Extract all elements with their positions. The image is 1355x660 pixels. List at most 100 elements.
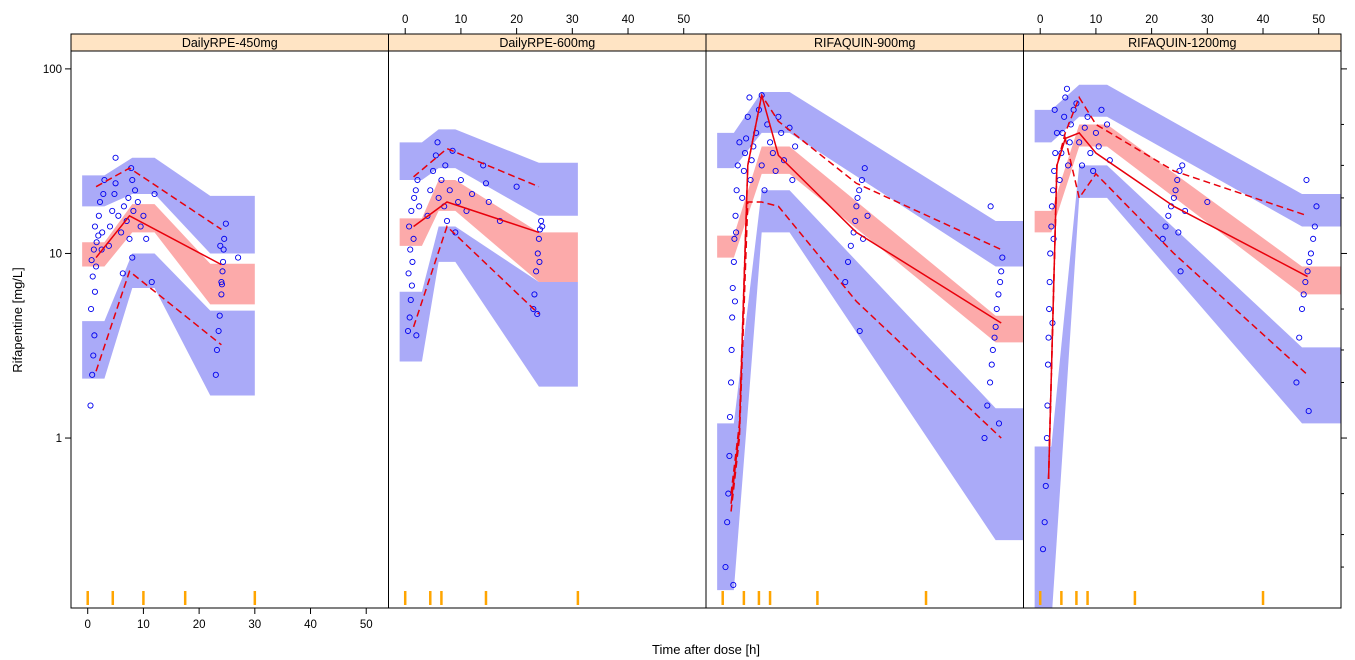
x-axis-label: Time after dose [h] [652,642,760,657]
observed-point [1298,305,1306,313]
observed-point [1043,434,1050,442]
observed-point [772,167,779,174]
observed-point [539,223,546,230]
observed-point [93,263,100,270]
observed-point [1087,149,1094,157]
observed-point [482,180,490,187]
observed-point [856,187,863,194]
observed-p5-line [412,225,540,328]
observed-point [852,217,859,225]
observed-point [90,246,97,253]
upper-percentile-band [717,91,1024,267]
observed-point [1179,162,1186,169]
observed-point [213,346,220,354]
observed-point [1044,361,1052,368]
observed-point [100,190,107,198]
observed-point [140,212,147,219]
observed-point [404,327,412,335]
observed-point [120,203,127,210]
observed-point [446,187,453,194]
observed-point [132,187,139,194]
panel-body [1034,84,1341,608]
upper-percentile-band [399,129,578,216]
observed-point [118,229,125,236]
observed-point [856,327,863,335]
observed-point [148,279,155,286]
observed-point [995,291,1002,298]
observed-point [789,176,796,184]
observed-point [534,310,541,318]
observed-point [1044,402,1051,409]
panels-layer: DailyRPE-450mg DailyRPE-600mg RIFAQUIN-900… [70,33,1342,609]
observed-point [407,246,414,253]
observed-point [1176,167,1183,174]
observed-point [1081,124,1088,131]
observed-point [95,212,102,219]
prediction-bands [399,129,578,387]
panel-rifaquin-1200mg: RIFAQUIN-1200mg [1023,33,1342,609]
observed-point [1313,203,1320,210]
observed-point [408,207,415,214]
upper-percentile-band [82,157,255,254]
x-tick-label: 10 [455,14,468,26]
observed-point [731,235,738,242]
observed-point [1090,167,1097,174]
observed-point [746,94,753,101]
observed-point [405,270,412,277]
y-tick-label: 100 [43,64,62,76]
observed-point [222,220,229,227]
observed-point [1051,106,1058,113]
panel-dailyrpe-600mg: DailyRPE-600mg [388,33,707,609]
observed-point [407,296,414,303]
observed-point [1162,223,1169,230]
strip-label: RIFAQUIN-1200mg [1128,36,1236,50]
observed-point [536,258,543,265]
median-band [1034,124,1341,295]
observed-p5-line [730,201,1002,512]
bin-ticks [86,591,257,605]
x-axis-bottom: 0 10 20 30 40 50 [85,608,373,631]
observed-point [1303,176,1310,184]
observed-point [89,273,96,280]
observed-point [449,147,456,154]
observed-point [220,258,227,265]
lower-percentile-band [717,190,1024,591]
observed-percentile-lines [730,93,1002,512]
observed-point [734,162,741,169]
observed-point [535,235,542,242]
y-tick-label: 10 [49,248,62,260]
observed-median-line [1047,131,1308,480]
observed-point [443,217,451,225]
x-tick-label: 50 [360,619,373,631]
observed-point [129,176,136,184]
observed-point [1041,519,1048,526]
observed-point [89,371,96,378]
observed-point [99,229,106,236]
observed-p95-line [413,147,540,188]
observed-point [740,167,747,174]
observed-percentile-lines [1047,95,1309,480]
observed-point [218,291,225,298]
observed-point [531,291,538,298]
bin-ticks [721,591,928,605]
observed-points [87,154,242,409]
observed-point [999,254,1006,261]
observed-point [767,139,774,146]
observed-point [1062,94,1069,101]
prediction-bands [717,91,1024,591]
observed-point [761,187,768,194]
observed-point [1170,194,1177,201]
x-tick-label: 30 [248,619,261,631]
observed-point [220,246,227,253]
observed-point [1172,187,1179,194]
observed-point [217,242,224,249]
observed-point [1174,176,1181,184]
y-tick-label: 1 [56,433,62,445]
observed-point [435,194,442,201]
observed-point [728,346,735,354]
panel-body [399,129,580,605]
observed-point [93,239,100,246]
observed-point [778,129,785,136]
observed-point [432,152,439,159]
observed-point [989,346,996,354]
